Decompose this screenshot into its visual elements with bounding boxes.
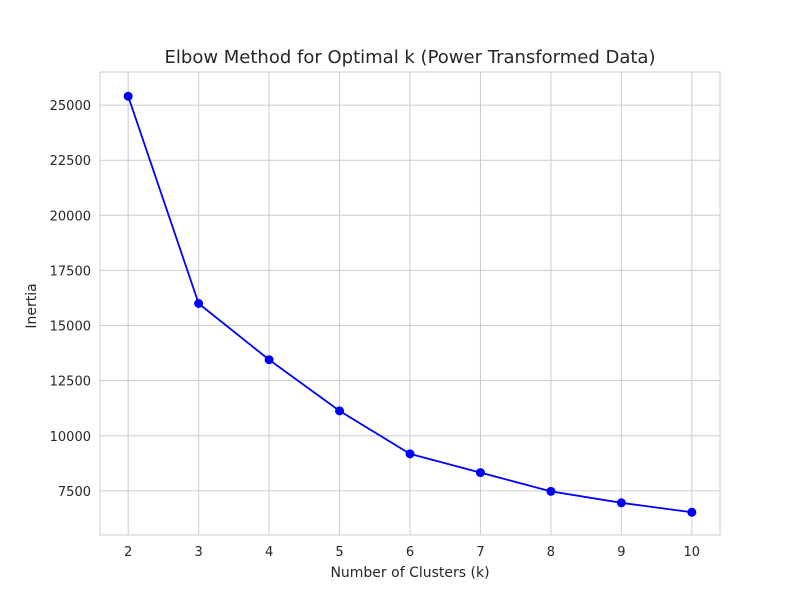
data-point-k4 [264, 355, 274, 365]
data-point-k8 [546, 486, 556, 496]
x-axis-ticks: 2 3 4 5 6 7 8 9 10 [124, 545, 700, 560]
x-tick-label: 5 [335, 545, 343, 560]
data-point-k9 [616, 498, 626, 508]
x-tick-label: 6 [406, 545, 414, 560]
x-tick-label: 10 [684, 545, 701, 560]
x-axis-label: Number of Clusters (k) [330, 565, 489, 581]
y-axis-label: Inertia [24, 283, 40, 328]
y-tick-label: 22500 [50, 154, 91, 169]
x-tick-label: 7 [476, 545, 484, 560]
y-tick-label: 25000 [50, 99, 91, 114]
y-tick-label: 15000 [50, 320, 91, 335]
x-tick-label: 2 [124, 545, 132, 560]
y-tick-label: 20000 [50, 209, 91, 224]
x-tick-label: 3 [194, 545, 202, 560]
y-tick-label: 17500 [50, 264, 91, 279]
data-point-k2 [123, 91, 133, 101]
y-tick-label: 12500 [50, 375, 91, 390]
data-point-k10 [687, 507, 697, 517]
data-point-k5 [335, 406, 345, 416]
y-axis-ticks: 7500 10000 12500 15000 17500 20000 22500 25000 [50, 99, 91, 500]
chart-title: Elbow Method for Optimal k (Power Transf… [165, 47, 656, 68]
series-layer [123, 91, 697, 517]
grid-layer [100, 72, 720, 535]
x-tick-label: 9 [617, 545, 625, 560]
data-point-k3 [194, 299, 204, 308]
y-tick-label: 10000 [50, 430, 91, 445]
plot-frame [99, 71, 721, 536]
x-tick-label: 8 [547, 545, 555, 560]
data-point-k6 [405, 449, 415, 459]
y-tick-label: 7500 [58, 485, 91, 500]
x-tick-label: 4 [265, 545, 273, 560]
data-point-k7 [475, 468, 485, 478]
